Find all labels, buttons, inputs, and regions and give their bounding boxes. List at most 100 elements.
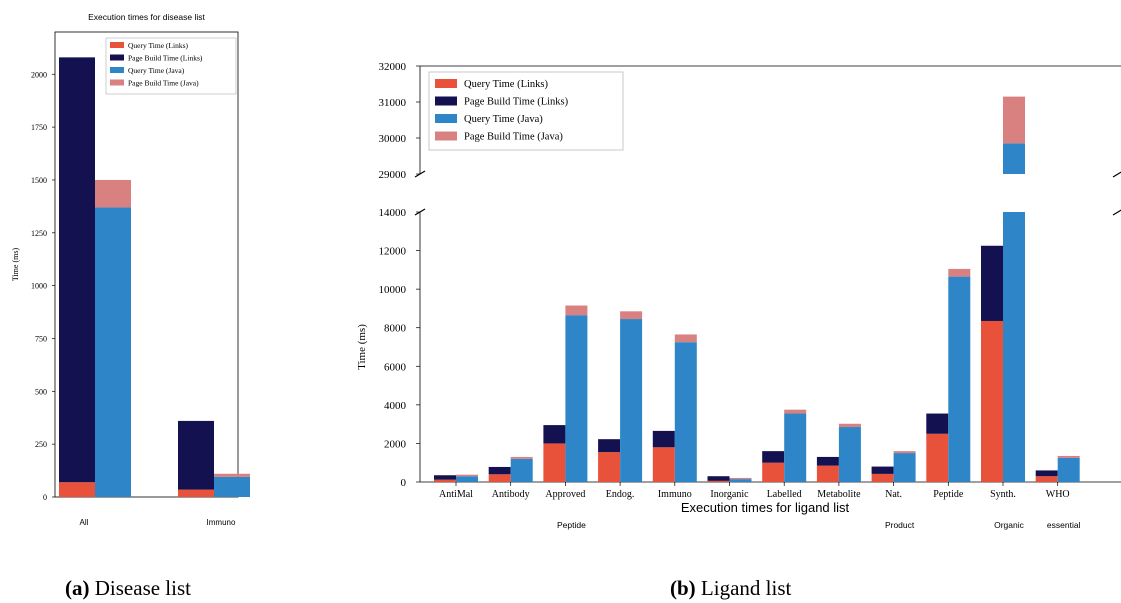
- chart-a-bar-page-build-time-links-all: [59, 57, 95, 483]
- chart-a-ytick-label: 1250: [31, 229, 47, 238]
- chart-a-bar-query-time-java-all: [95, 207, 131, 497]
- chart-b-bar-query-time-links-metabolite: [816, 465, 839, 482]
- chart-b-xtick-label-line2: Peptide: [557, 520, 586, 530]
- chart-a-ytick-label: 750: [35, 334, 47, 343]
- chart-b-bar-query-time-java-metabolite: [838, 427, 861, 482]
- chart-a-title: Execution times for disease list: [88, 12, 205, 22]
- chart-a-legend-swatch: [110, 42, 124, 48]
- chart-b-xtick-label: Immuno: [658, 489, 692, 500]
- chart-b-legend-label: Page Build Time (Java): [464, 132, 563, 143]
- chart-a-frame: [54, 31, 239, 498]
- chart-b-bar-page-build-time-java-labelled: [784, 409, 807, 414]
- chart-b-xtick-label-line2: essential: [1047, 520, 1081, 530]
- chart-b-bar-query-time-links-who: [1035, 476, 1058, 482]
- caption-b: (b) Ligand list: [670, 576, 791, 601]
- chart-b-ytick-label: 31000: [379, 97, 407, 109]
- chart-b-bar-page-build-time-java-inorganic: [729, 477, 752, 480]
- chart-a-legend-label: Query Time (Links): [128, 41, 189, 50]
- chart-b-xtick-label-line2: Organic: [994, 520, 1025, 530]
- chart-a-ytick-label: 1500: [31, 176, 47, 185]
- chart-b-bar-query-time-java-antimal: [456, 476, 478, 482]
- chart-b-bar-query-time-links-antibody: [488, 474, 511, 482]
- chart-b-bar-page-build-time-java-antibody: [510, 456, 533, 459]
- chart-a-ytick-label: 1000: [31, 282, 47, 291]
- chart-b-legend-swatch: [435, 131, 457, 141]
- chart-b-legend: [428, 71, 624, 151]
- chart-b-ytick-label: 2000: [384, 438, 407, 450]
- chart-b-xtick-label: Synth.: [990, 489, 1016, 500]
- chart-b-bar-page-build-time-links-endog: [598, 439, 621, 453]
- chart-b-xtick-label: Antibody: [492, 489, 530, 500]
- chart-b-legend-label: Query Time (Links): [464, 79, 549, 90]
- chart-a-xtick-label: All: [80, 518, 89, 527]
- chart-a-bar-page-build-time-links-immuno: [178, 420, 214, 490]
- chart-a-legend-label: Page Build Time (Java): [128, 79, 199, 88]
- chart-b-legend-swatch: [435, 114, 457, 123]
- chart-b-bar-page-build-time-links-synth: [981, 245, 1003, 321]
- chart-a-legend-swatch: [110, 67, 124, 73]
- chart-b-bar-query-time-links-endog: [598, 452, 621, 482]
- chart-b-bar-page-build-time-java-immuno: [674, 334, 697, 343]
- chart-b-legend-swatch: [435, 79, 457, 88]
- chart-b-xtick-label: Metabolite: [817, 489, 861, 500]
- chart-b-bar-page-build-time-links-approved: [543, 425, 566, 444]
- chart-b-bar-page-build-time-links-antimal: [434, 475, 456, 480]
- chart-b-xtick-label: Peptide: [933, 489, 964, 500]
- chart-b-bar-query-time-links-nat: [871, 473, 894, 482]
- chart-b-ytick-label: 8000: [384, 323, 407, 335]
- chart-b-bar-query-time-links-antimal: [434, 479, 456, 482]
- chart-b-bar-page-build-time-java-endog: [620, 311, 643, 320]
- chart-b-bar-page-build-time-links-immuno: [652, 430, 675, 448]
- chart-b-bar-query-time-java-approved: [565, 315, 588, 482]
- chart-b-ytick-label: 0: [401, 477, 407, 489]
- chart-a-ylabel: Time (ms): [11, 248, 20, 282]
- chart-b-ytick-label: 30000: [379, 133, 407, 145]
- chart-a: Execution times for disease list 0 250 500 7…: [11, 12, 250, 527]
- chart-b-bar-page-build-time-java-approved: [565, 305, 588, 316]
- chart-a-legend: [105, 37, 237, 95]
- chart-b-bar-page-build-time-java-metabolite: [838, 423, 861, 428]
- chart-b-bar-page-build-time-links-nat: [871, 466, 894, 474]
- chart-a-ytick-label: 0: [43, 493, 47, 502]
- chart-b-bar-page-build-time-java-nat: [893, 451, 916, 454]
- chart-b-ytick-label: 32000: [379, 61, 407, 73]
- chart-a-ytick-label: 250: [35, 440, 47, 449]
- chart-b-bar-query-time-links-immuno: [652, 447, 675, 482]
- chart-a-bar-page-build-time-java-immuno: [214, 473, 250, 477]
- chart-b-ytick-label: 4000: [384, 400, 407, 412]
- caption-a-text: Disease list: [94, 576, 191, 600]
- chart-b-bar-query-time-links-inorganic: [707, 480, 730, 482]
- chart-b-legend-swatch: [435, 96, 457, 106]
- chart-a-legend-label: Page Build Time (Links): [128, 54, 203, 63]
- chart-b-axis-break-mark: [1112, 209, 1121, 216]
- chart-b-axis-break-mark: [1112, 171, 1121, 178]
- chart-b-ylabel: Time (ms): [356, 324, 368, 370]
- chart-b-xtick-label: Endog.: [606, 489, 635, 500]
- chart-b-ytick-label: 12000: [379, 246, 407, 258]
- chart-b-bar-page-build-time-java-peptide: [948, 268, 971, 277]
- chart-b-bar-query-time-java-immuno: [674, 342, 697, 482]
- chart-a-legend-label: Query Time (Java): [128, 66, 185, 75]
- chart-b-xtick-label-line2: Product: [885, 520, 915, 530]
- chart-b-bar-query-time-links-synth: [981, 320, 1003, 482]
- chart-b-ytick-label: 10000: [379, 284, 407, 296]
- caption-a-letter: (a): [65, 576, 90, 600]
- chart-b-bar-query-time-links-peptide: [926, 433, 949, 482]
- caption-a: (a) Disease list: [65, 576, 191, 601]
- chart-b-bar-page-build-time-java-antimal: [456, 474, 478, 477]
- chart-b-bar-query-time-links-approved: [543, 443, 566, 482]
- chart-b-bar-query-time-java-antibody: [510, 458, 533, 482]
- chart-b-xtick-label: Labelled: [767, 489, 802, 500]
- chart-b-legend-label: Query Time (Java): [464, 114, 543, 125]
- chart-b-bar-page-build-time-java-who: [1057, 455, 1080, 458]
- chart-b: 29000 30000 31000 32000 0 2000 4000 6000 8000 100…: [356, 61, 1121, 530]
- chart-a-ytick-label: 500: [35, 387, 47, 396]
- chart-a-bar-page-build-time-java-all: [95, 179, 131, 208]
- chart-b-bar-page-build-time-links-antibody: [488, 466, 511, 475]
- chart-b-xtick-label: AntiMal: [439, 489, 473, 500]
- chart-b-bar-query-time-java-nat: [893, 453, 916, 482]
- chart-b-bar-query-time-java-inorganic: [729, 479, 752, 482]
- chart-b-ytick-label: 14000: [379, 207, 407, 219]
- chart-b-bar-query-time-links-labelled: [762, 462, 785, 482]
